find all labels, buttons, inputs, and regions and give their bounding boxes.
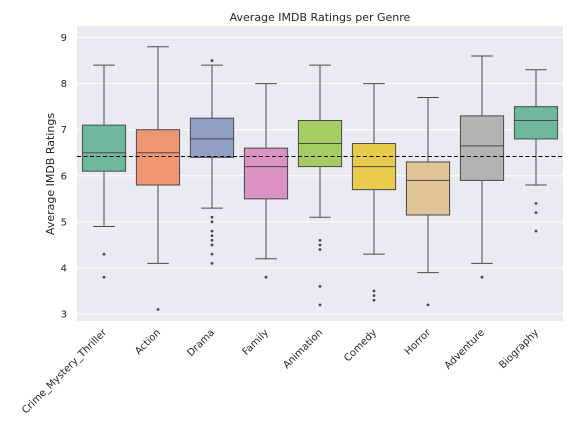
outlier-point — [210, 243, 214, 247]
outlier-point — [318, 303, 322, 307]
box-iqr — [243, 147, 289, 200]
outlier-point — [318, 238, 322, 242]
x-tick-label: Family — [241, 327, 272, 358]
outlier-point — [210, 234, 214, 238]
outlier-point — [534, 211, 538, 215]
x-tick-label: Horror — [403, 327, 434, 358]
y-tick-label: 4 — [61, 263, 67, 274]
x-tick-label: Animation — [281, 327, 325, 371]
y-tick-label: 5 — [61, 217, 67, 228]
outlier-point — [102, 252, 106, 256]
box-biography — [513, 69, 559, 233]
outlier-point — [372, 294, 376, 298]
outlier-point — [318, 285, 322, 288]
y-tick-label: 7 — [61, 125, 67, 136]
y-tick-label: 6 — [61, 171, 67, 182]
x-tick-label: Comedy — [342, 327, 379, 364]
box-action — [135, 46, 181, 311]
outlier-point — [210, 229, 214, 233]
outlier-point — [426, 303, 430, 307]
y-axis-label: Average IMDB Ratings — [44, 113, 57, 235]
outlier-point — [210, 238, 214, 242]
box-animation — [297, 64, 343, 307]
outlier-point — [372, 289, 376, 293]
y-tick-label: 8 — [61, 79, 67, 90]
outlier-point — [534, 202, 538, 205]
box-iqr — [459, 115, 505, 181]
box-iqr — [513, 106, 559, 140]
outlier-point — [534, 229, 538, 233]
y-tick-label: 9 — [61, 33, 67, 44]
y-tick-label: 3 — [61, 310, 67, 321]
box-horror — [405, 96, 451, 307]
outlier-point — [480, 275, 484, 279]
outlier-point — [210, 59, 214, 62]
outlier-point — [156, 308, 160, 311]
x-tick-label: Adventure — [443, 327, 487, 371]
box-crime_mystery_thriller — [81, 64, 127, 279]
box-iqr — [189, 117, 235, 158]
x-tick-label: Action — [133, 327, 163, 357]
x-tick-label: Biography — [497, 327, 541, 371]
outlier-point — [102, 275, 106, 279]
outlier-point — [210, 252, 214, 256]
x-tick-label: Crime_Mystery_Thriller — [20, 327, 110, 417]
outlier-point — [210, 215, 214, 219]
outlier-point — [318, 248, 322, 251]
outlier-point — [318, 243, 322, 247]
outlier-point — [372, 298, 376, 302]
box-adventure — [459, 55, 505, 279]
box-iqr — [81, 124, 127, 172]
box-comedy — [351, 83, 397, 302]
box-iqr — [135, 129, 181, 186]
x-tick-label: Drama — [185, 327, 217, 359]
box-iqr — [405, 161, 451, 216]
outlier-point — [264, 275, 268, 279]
box-drama — [189, 59, 235, 265]
outlier-point — [210, 261, 214, 265]
chart-title: Average IMDB Ratings per Genre — [230, 11, 411, 24]
outlier-point — [210, 220, 214, 224]
